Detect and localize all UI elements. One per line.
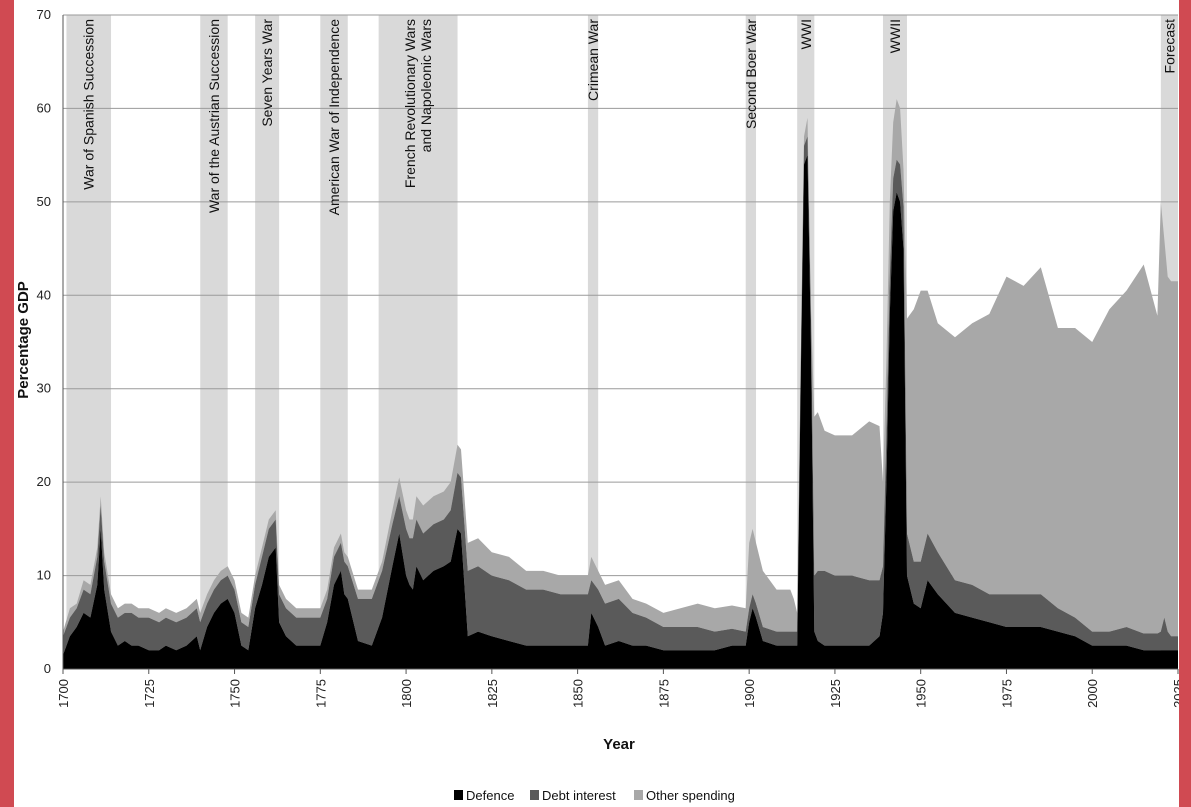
area-other-spending xyxy=(63,99,1178,637)
y-tick-label: 60 xyxy=(37,100,51,115)
y-tick-label: 40 xyxy=(37,287,51,302)
legend-label-other-spending: Other spending xyxy=(646,788,735,803)
y-tick-label: 20 xyxy=(37,474,51,489)
legend-swatch-other-spending xyxy=(634,790,643,800)
band-label-wwi: WWI xyxy=(798,19,814,49)
legend-label-defence: Defence xyxy=(466,788,514,803)
y-tick-label: 50 xyxy=(37,194,51,209)
legend-swatch-debt-interest xyxy=(530,790,539,800)
x-tick-label: 1850 xyxy=(571,679,586,708)
band-label-and-napoleonic-wars: and Napoleonic Wars xyxy=(418,19,434,152)
war-band-labels: War of Spanish Succession War of the Aust… xyxy=(81,19,1178,216)
y-tick-label: 10 xyxy=(37,568,51,583)
x-tick-label: 1700 xyxy=(56,679,71,708)
legend: Defence Debt interest Other spending xyxy=(454,788,735,803)
x-tick-label: 1750 xyxy=(228,679,243,708)
y-tick-label: 70 xyxy=(37,7,51,22)
band-label-american-war-of-independence: American War of Independence xyxy=(326,19,342,216)
x-tick-label: 1950 xyxy=(914,679,929,708)
band-label-french-revolutionary-wars: French Revolutionary Wars xyxy=(402,19,418,188)
area-series xyxy=(63,99,1178,670)
x-tick-label: 1800 xyxy=(399,679,414,708)
band-label-forecast: Forecast xyxy=(1161,19,1177,74)
y-axis-title: Percentage GDP xyxy=(15,281,32,399)
x-tick-label: 1900 xyxy=(742,679,757,708)
x-tick-label: 1875 xyxy=(656,679,671,708)
chart-panel: War of Spanish Succession War of the Aust… xyxy=(14,0,1179,807)
x-tick-label: 2000 xyxy=(1085,679,1100,708)
band-label-second-boer-war: Second Boer War xyxy=(743,19,759,129)
x-tick-label: 1975 xyxy=(999,679,1014,708)
y-tick-label: 30 xyxy=(37,381,51,396)
band-second-boer-war xyxy=(745,15,757,669)
x-tick-label: 1925 xyxy=(828,679,843,708)
legend-label-debt-interest: Debt interest xyxy=(542,788,616,803)
band-label-war-of-the-austrian-succession: War of the Austrian Succession xyxy=(206,19,222,213)
x-tick-label: 2025 xyxy=(1171,679,1179,708)
x-axis-title: Year xyxy=(603,736,635,753)
band-label-seven-years-war: Seven Years War xyxy=(259,19,275,127)
x-tick-label: 1825 xyxy=(485,679,500,708)
legend-swatch-defence xyxy=(454,790,463,800)
band-war-of-the-austrian-succession xyxy=(200,15,228,669)
x-tick-label: 1775 xyxy=(313,679,328,708)
band-label-wwii: WWII xyxy=(887,19,903,53)
band-label-crimean-war: Crimean War xyxy=(585,19,601,101)
y-tick-label: 0 xyxy=(44,661,51,676)
x-tick-label: 1725 xyxy=(142,679,157,708)
band-crimean-war xyxy=(587,15,599,669)
axes: Percentage GDP Year 0 10 20 30 40 50 60 70 1700 1… xyxy=(15,7,1179,753)
band-label-war-of-spanish-succession: War of Spanish Succession xyxy=(81,19,97,190)
area-defence xyxy=(63,155,1178,670)
stacked-area-chart: War of Spanish Succession War of the Aust… xyxy=(15,7,1179,803)
